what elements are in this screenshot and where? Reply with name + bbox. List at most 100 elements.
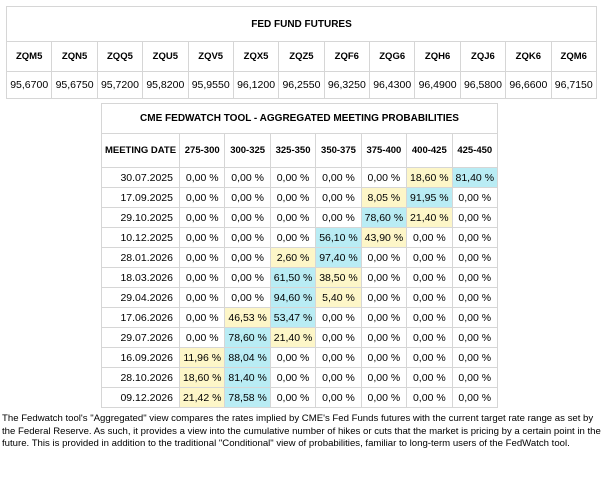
probability-cell: 81,40 %: [224, 367, 271, 388]
probability-cell: 78,60 %: [224, 327, 271, 348]
probability-cell: 88,04 %: [224, 347, 271, 368]
probability-cell: 21,40 %: [269, 327, 317, 348]
probability-cell: 0,00 %: [269, 167, 317, 188]
probability-cell: 0,00 %: [224, 247, 271, 268]
probability-cell: 0,00 %: [269, 207, 317, 228]
probability-cell: 0,00 %: [224, 227, 271, 248]
range-header-400-425: 400-425: [406, 133, 453, 168]
probability-cell: 0,00 %: [178, 267, 226, 288]
meeting-date: 17.06.2026: [101, 307, 180, 328]
probability-cell: 0,00 %: [269, 387, 317, 408]
futures-header-row: ZQM5 ZQN5 ZQQ5 ZQU5 ZQV5 ZQX5 ZQZ5 ZQF6 ZQG6 ZQH6…: [5, 41, 597, 72]
probability-cell: 0,00 %: [315, 367, 362, 388]
futures-price-zqx5: 96,1200: [232, 71, 280, 99]
range-header-300-325: 300-325: [224, 133, 271, 168]
meeting-row: 16.09.2026 11,96 % 88,04 % 0,00 % 0,00 % 0,00…: [101, 347, 499, 368]
futures-contract-zqk6: ZQK6: [505, 41, 552, 72]
meeting-date: 30.07.2025: [101, 167, 180, 188]
meeting-date: 28.01.2026: [101, 247, 180, 268]
probabilities-title: CME FEDWATCH TOOL - AGGREGATED MEETING P…: [101, 103, 498, 134]
meeting-row: 09.12.2026 21,42 % 78,58 % 0,00 % 0,00 % 0,00…: [101, 387, 499, 408]
probability-cell: 11,96 %: [178, 347, 226, 368]
probability-cell: 0,00 %: [224, 187, 271, 208]
futures-price-zqn5: 95,6750: [51, 71, 98, 99]
futures-price-zqm5: 95,6700: [5, 71, 53, 99]
probability-cell: 0,00 %: [406, 247, 453, 268]
futures-contract-zqu5: ZQU5: [142, 41, 189, 72]
probability-cell: 38,50 %: [315, 267, 362, 288]
futures-contract-zqn5: ZQN5: [51, 41, 98, 72]
futures-contract-zqx5: ZQX5: [232, 41, 280, 72]
futures-contract-zqv5: ZQV5: [187, 41, 234, 72]
probability-cell: 0,00 %: [269, 187, 317, 208]
probability-cell: 61,50 %: [269, 267, 317, 288]
meeting-row: 29.10.2025 0,00 % 0,00 % 0,00 % 0,00 % 78,60 …: [101, 207, 499, 228]
probability-cell: 91,95 %: [406, 187, 453, 208]
probability-cell: 0,00 %: [451, 347, 499, 368]
futures-contract-zqh6: ZQH6: [414, 41, 461, 72]
probability-cell: 0,00 %: [360, 267, 408, 288]
meeting-date: 09.12.2026: [101, 387, 180, 408]
meeting-date: 18.03.2026: [101, 267, 180, 288]
probability-cell: 21,42 %: [178, 387, 226, 408]
probability-cell: 0,00 %: [360, 287, 408, 308]
probability-cell: 0,00 %: [451, 187, 499, 208]
probabilities-body: 30.07.2025 0,00 % 0,00 % 0,00 % 0,00 % 0,00 %…: [101, 167, 499, 408]
meeting-row: 29.04.2026 0,00 % 0,00 % 94,60 % 5,40 % 0,00 …: [101, 287, 499, 308]
probability-cell: 0,00 %: [406, 307, 453, 328]
futures-contract-zqg6: ZQG6: [368, 41, 416, 72]
probability-cell: 0,00 %: [178, 187, 226, 208]
probability-cell: 0,00 %: [451, 287, 499, 308]
probability-cell: 94,60 %: [269, 287, 317, 308]
range-header-350-375: 350-375: [315, 133, 362, 168]
probability-cell: 0,00 %: [178, 227, 226, 248]
range-header-325-350: 325-350: [269, 133, 317, 168]
probability-cell: 0,00 %: [178, 247, 226, 268]
probability-cell: 21,40 %: [406, 207, 453, 228]
probability-cell: 0,00 %: [315, 187, 362, 208]
meeting-row: 17.09.2025 0,00 % 0,00 % 0,00 % 0,00 % 8,05 %…: [101, 187, 499, 208]
meeting-date: 17.09.2025: [101, 187, 180, 208]
range-header-275-300: 275-300: [178, 133, 226, 168]
probabilities-header-row: MEETING DATE 275-300 300-325 325-350 350-37…: [101, 133, 499, 168]
probability-cell: 0,00 %: [451, 367, 499, 388]
futures-price-zqu5: 95,8200: [142, 71, 189, 99]
futures-contract-zqm5: ZQM5: [5, 41, 53, 72]
meeting-date: 29.10.2025: [101, 207, 180, 228]
probability-cell: 43,90 %: [360, 227, 408, 248]
probability-cell: 0,00 %: [315, 207, 362, 228]
meeting-date: 28.10.2026: [101, 367, 180, 388]
probability-cell: 78,58 %: [224, 387, 271, 408]
futures-contract-zqj6: ZQJ6: [459, 41, 507, 72]
probability-cell: 0,00 %: [360, 387, 408, 408]
probability-cell: 0,00 %: [315, 167, 362, 188]
futures-price-zqz5: 96,2550: [278, 71, 325, 99]
probability-cell: 0,00 %: [360, 347, 408, 368]
probability-cell: 0,00 %: [315, 327, 362, 348]
probability-cell: 0,00 %: [451, 227, 499, 248]
futures-price-zqk6: 96,6600: [505, 71, 552, 99]
probability-cell: 8,05 %: [360, 187, 408, 208]
probability-cell: 81,40 %: [451, 167, 499, 188]
probability-cell: 0,00 %: [224, 267, 271, 288]
probability-cell: 18,60 %: [178, 367, 226, 388]
probability-cell: 0,00 %: [315, 347, 362, 368]
probability-cell: 0,00 %: [451, 387, 499, 408]
meeting-row: 28.01.2026 0,00 % 0,00 % 2,60 % 97,40 % 0,00 …: [101, 247, 499, 268]
probability-cell: 0,00 %: [269, 367, 317, 388]
probability-cell: 0,00 %: [406, 227, 453, 248]
probability-cell: 0,00 %: [178, 307, 226, 328]
probability-cell: 0,00 %: [360, 327, 408, 348]
probability-cell: 0,00 %: [224, 167, 271, 188]
probability-cell: 0,00 %: [451, 307, 499, 328]
probability-cell: 0,00 %: [315, 387, 362, 408]
probability-cell: 0,00 %: [178, 167, 226, 188]
meeting-row: 10.12.2025 0,00 % 0,00 % 0,00 % 56,10 % 43,90…: [101, 227, 499, 248]
probability-cell: 0,00 %: [451, 267, 499, 288]
probability-cell: 78,60 %: [360, 207, 408, 228]
probability-cell: 0,00 %: [178, 287, 226, 308]
probability-cell: 0,00 %: [178, 207, 226, 228]
meeting-row: 18.03.2026 0,00 % 0,00 % 61,50 % 38,50 % 0,00…: [101, 267, 499, 288]
probability-cell: 56,10 %: [315, 227, 362, 248]
probability-cell: 5,40 %: [315, 287, 362, 308]
